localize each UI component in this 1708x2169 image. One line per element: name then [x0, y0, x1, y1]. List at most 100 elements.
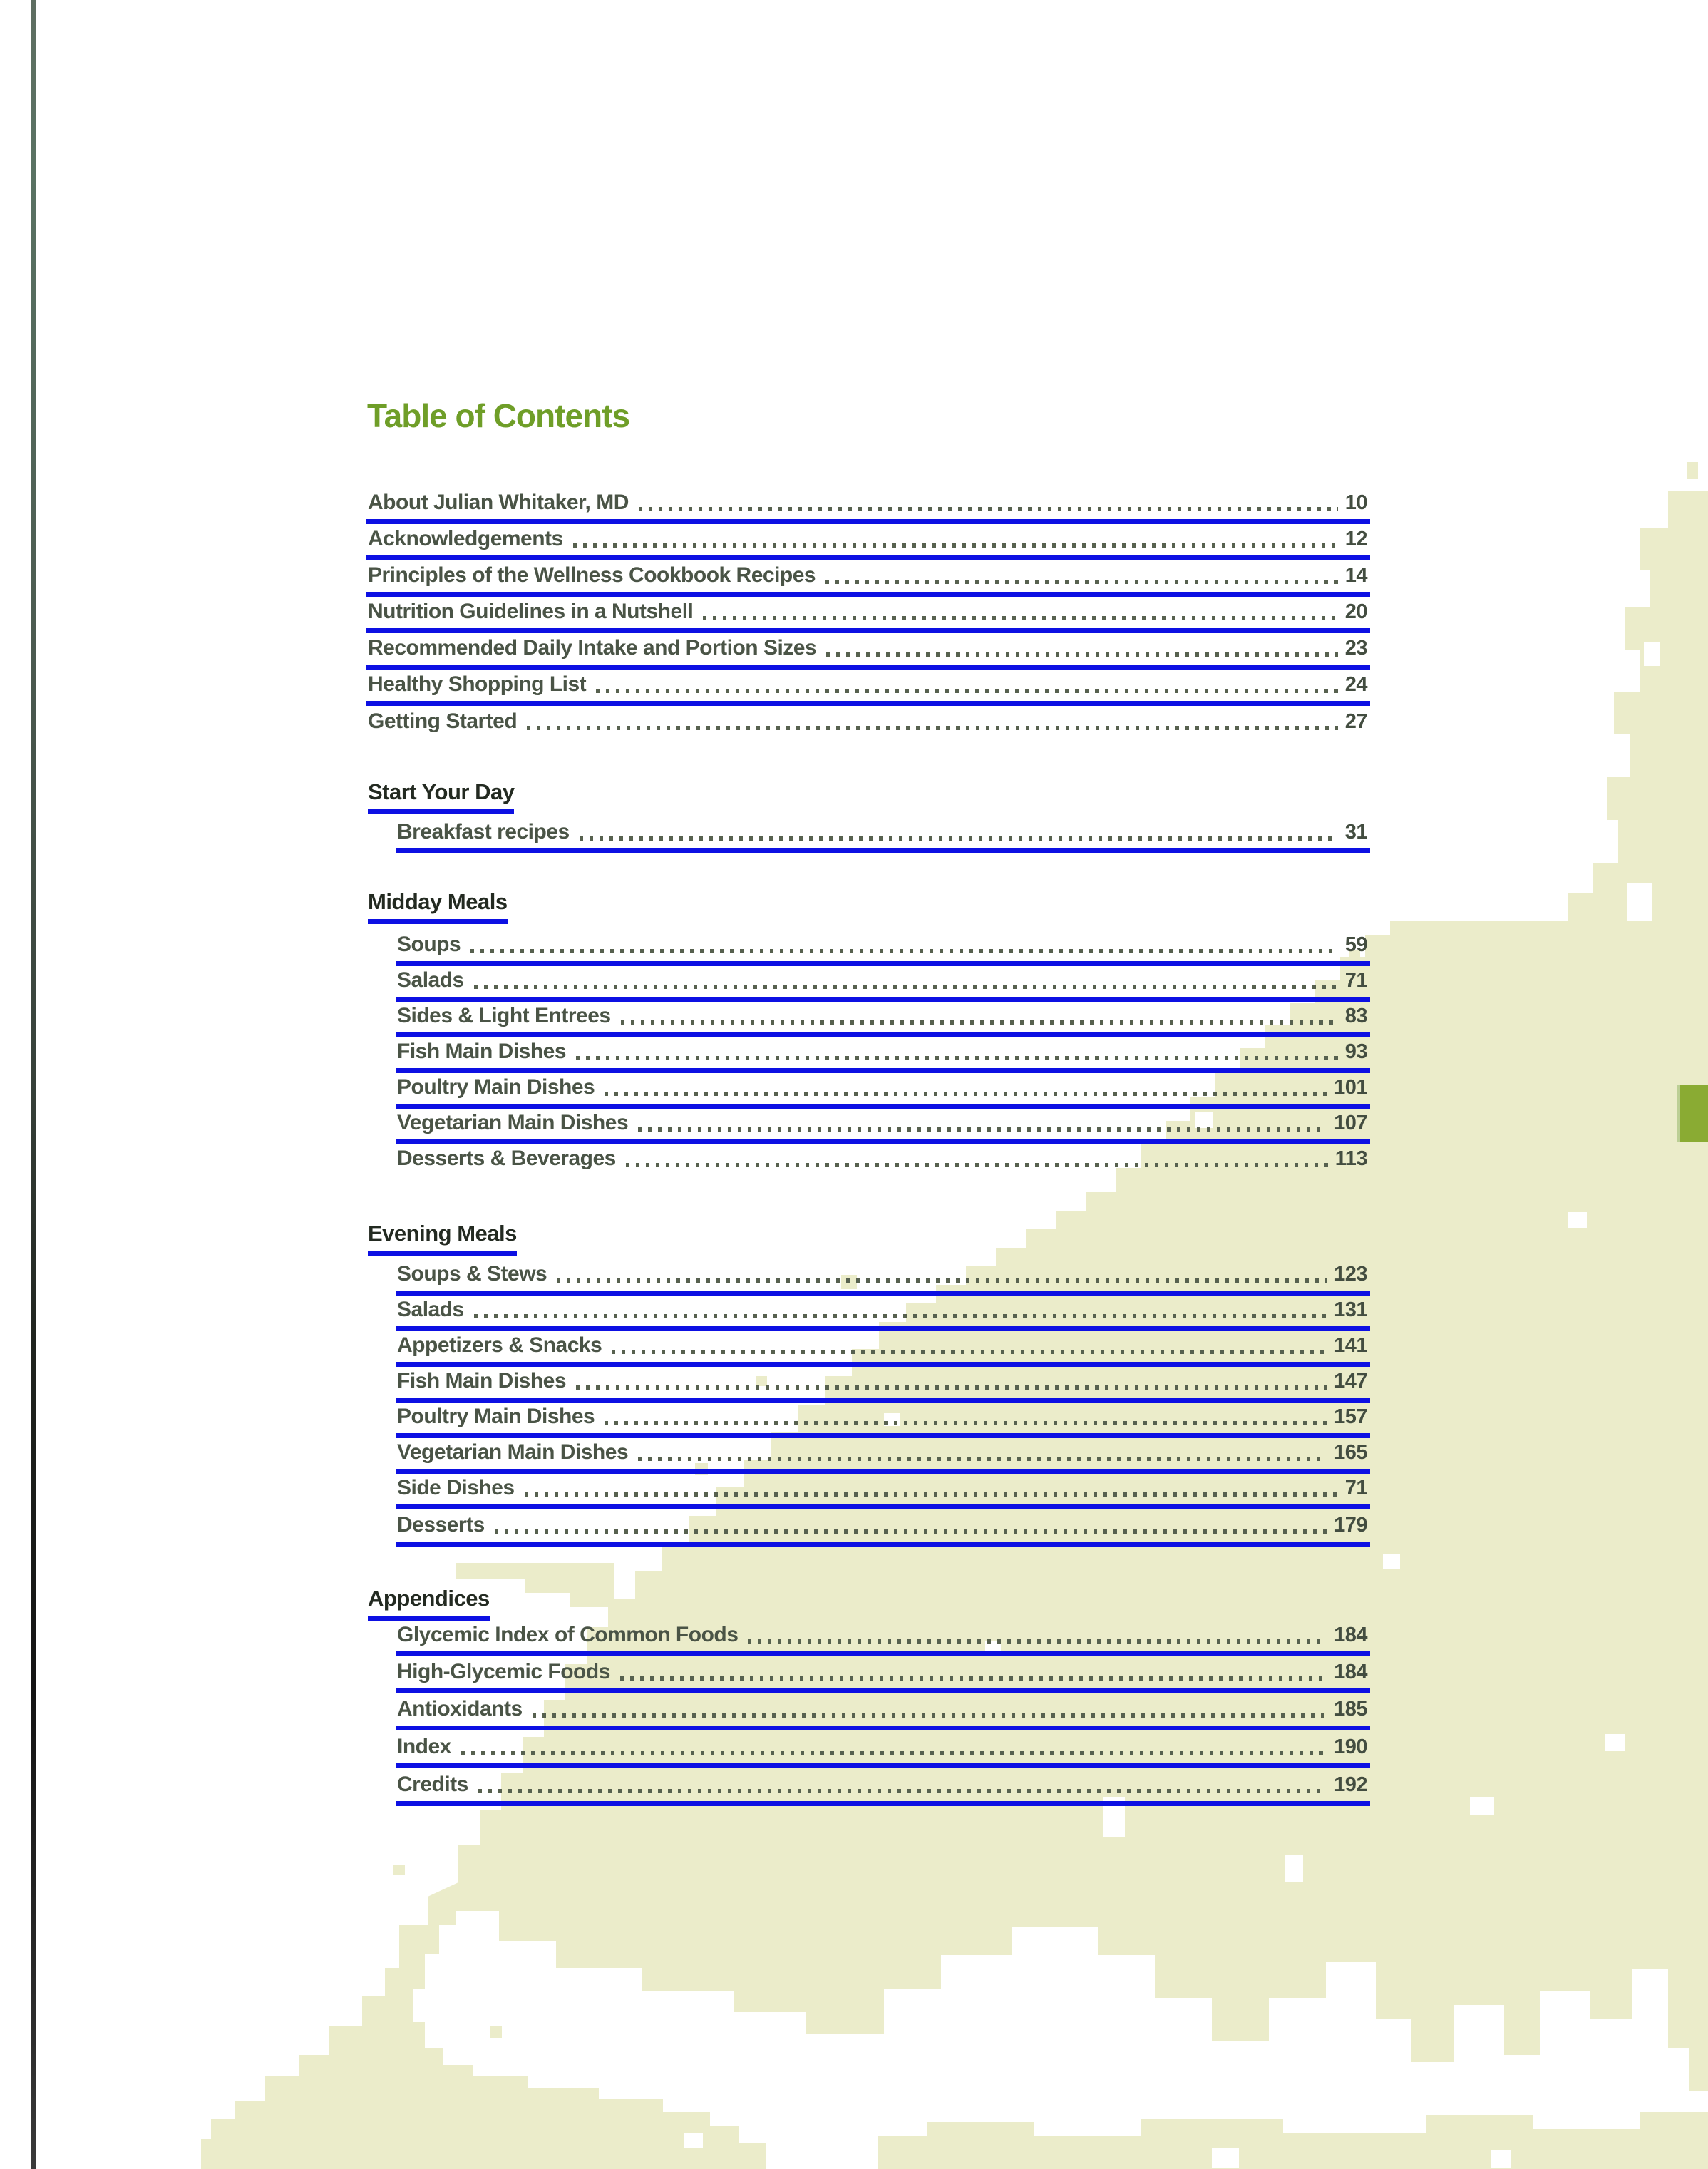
dotted-leader — [826, 652, 1338, 657]
toc-row-midday-soups[interactable]: Soups 59 — [396, 933, 1370, 966]
dotted-leader — [748, 1639, 1327, 1644]
dotted-leader — [596, 689, 1338, 693]
dotted-leader — [494, 1529, 1327, 1534]
toc-row-midday-salads[interactable]: Salads 71 — [396, 968, 1370, 1002]
dotted-leader — [473, 985, 1338, 989]
toc-row-glycemic-index[interactable]: Glycemic Index of Common Foods 184 — [396, 1623, 1370, 1656]
toc-row-soups-stews[interactable]: Soups & Stews 123 — [396, 1262, 1370, 1296]
section-heading-start-your-day[interactable]: Start Your Day — [368, 779, 515, 814]
toc-row-evening-fish-main-dishes[interactable]: Fish Main Dishes 147 — [396, 1369, 1370, 1403]
dotted-leader — [605, 1421, 1327, 1425]
dotted-leader — [478, 1789, 1327, 1793]
dotted-leader — [638, 1127, 1327, 1132]
toc-entry-label: Vegetarian Main Dishes — [397, 1111, 629, 1134]
toc-row-nutrition-guidelines[interactable]: Nutrition Guidelines in a Nutshell 20 — [366, 600, 1370, 633]
toc-row-evening-poultry-main-dishes[interactable]: Poultry Main Dishes 157 — [396, 1405, 1370, 1438]
dotted-leader — [605, 1092, 1327, 1096]
section-heading-appendices[interactable]: Appendices — [368, 1586, 490, 1621]
toc-page-number: 157 — [1334, 1405, 1367, 1428]
toc-page-number: 23 — [1344, 637, 1368, 660]
toc-entry-label: Soups — [397, 933, 461, 956]
toc-entry-label: Side Dishes — [397, 1476, 515, 1499]
toc-row-high-glycemic-foods[interactable]: High-Glycemic Foods 184 — [396, 1660, 1370, 1693]
toc-row-appetizers-snacks[interactable]: Appetizers & Snacks 141 — [396, 1333, 1370, 1367]
toc-row-antioxidants[interactable]: Antioxidants 185 — [396, 1697, 1370, 1730]
toc-entry-label: Index — [397, 1735, 451, 1758]
page-title: Table of Contents — [367, 397, 630, 434]
toc-entry-label: Salads — [397, 968, 464, 992]
toc-row-principles[interactable]: Principles of the Wellness Cookbook Reci… — [366, 563, 1370, 597]
dotted-leader — [579, 836, 1338, 841]
toc-page-number: 141 — [1334, 1334, 1367, 1357]
toc-row-about-julian-whitaker[interactable]: About Julian Whitaker, MD 10 — [366, 491, 1370, 524]
toc-page-number: 192 — [1334, 1773, 1367, 1796]
toc-entry-label: Fish Main Dishes — [397, 1040, 567, 1063]
toc-page-number: 12 — [1344, 528, 1368, 550]
toc-row-side-dishes[interactable]: Side Dishes 71 — [396, 1476, 1370, 1509]
toc-row-evening-salads[interactable]: Salads 131 — [396, 1298, 1370, 1331]
toc-entry-label: Poultry Main Dishes — [397, 1405, 595, 1428]
toc-page-number: 71 — [1344, 1477, 1368, 1499]
toc-page-number: 179 — [1334, 1514, 1367, 1537]
dotted-leader — [638, 1457, 1327, 1461]
toc-page-number: 24 — [1344, 673, 1368, 696]
toc-page-number: 107 — [1334, 1112, 1367, 1134]
toc-row-breakfast-recipes[interactable]: Breakfast recipes 31 — [396, 820, 1370, 853]
toc-row-sides-light-entrees[interactable]: Sides & Light Entrees 83 — [396, 1004, 1370, 1037]
dotted-leader — [703, 616, 1338, 620]
toc-page-number: 59 — [1344, 933, 1368, 956]
toc-row-midday-fish-main-dishes[interactable]: Fish Main Dishes 93 — [396, 1040, 1370, 1073]
toc-entry-label: Getting Started — [368, 709, 518, 733]
toc-page-number: 71 — [1344, 969, 1368, 992]
toc-row-midday-poultry-main-dishes[interactable]: Poultry Main Dishes 101 — [396, 1075, 1370, 1109]
toc-row-getting-started[interactable]: Getting Started 27 — [368, 709, 1368, 734]
toc-page-number: 190 — [1334, 1735, 1367, 1758]
toc-page-number: 123 — [1334, 1263, 1367, 1286]
section-heading-midday-meals[interactable]: Midday Meals — [368, 889, 508, 924]
page-scan-edge-line — [31, 0, 36, 2169]
dotted-leader — [524, 1492, 1338, 1497]
toc-row-acknowledgements[interactable]: Acknowledgements 12 — [366, 527, 1370, 560]
dotted-leader — [473, 1314, 1327, 1318]
dotted-leader — [638, 507, 1338, 511]
toc-entry-label: Breakfast recipes — [397, 820, 570, 844]
toc-page-number: 10 — [1344, 491, 1368, 514]
toc-row-midday-vegetarian-main-dishes[interactable]: Vegetarian Main Dishes 107 — [396, 1111, 1370, 1144]
toc-entry-label: Acknowledgements — [368, 527, 563, 550]
chapter-edge-tab — [1677, 1085, 1708, 1142]
toc-row-index[interactable]: Index 190 — [396, 1735, 1370, 1768]
toc-page-number: 131 — [1334, 1298, 1367, 1321]
toc-entry-label: Desserts & Beverages — [397, 1147, 616, 1170]
toc-page-number: 165 — [1334, 1441, 1367, 1464]
toc-row-credits[interactable]: Credits 192 — [396, 1773, 1370, 1806]
toc-page-number: 20 — [1344, 600, 1368, 623]
toc-entry-label: Glycemic Index of Common Foods — [397, 1623, 739, 1646]
toc-row-recommended-daily-intake[interactable]: Recommended Daily Intake and Portion Siz… — [366, 636, 1370, 670]
toc-entry-label: Salads — [397, 1298, 464, 1321]
toc-row-desserts-beverages[interactable]: Desserts & Beverages 113 — [397, 1147, 1368, 1171]
toc-entry-label: Healthy Shopping List — [368, 672, 587, 696]
toc-page-number: 113 — [1334, 1147, 1368, 1170]
toc-row-evening-vegetarian-main-dishes[interactable]: Vegetarian Main Dishes 165 — [396, 1440, 1370, 1474]
toc-entry-label: High-Glycemic Foods — [397, 1660, 610, 1683]
toc-entry-label: Nutrition Guidelines in a Nutshell — [368, 600, 694, 623]
toc-page-number: 93 — [1344, 1040, 1368, 1063]
toc-row-evening-desserts[interactable]: Desserts 179 — [396, 1513, 1370, 1547]
toc-entry-label: Antioxidants — [397, 1697, 523, 1721]
dotted-leader — [625, 1163, 1328, 1167]
dotted-leader — [461, 1751, 1327, 1755]
toc-page-number: 83 — [1344, 1005, 1368, 1027]
toc-page-number: 185 — [1334, 1698, 1367, 1721]
toc-entry-label: Principles of the Wellness Cookbook Reci… — [368, 563, 816, 587]
dotted-leader — [557, 1278, 1327, 1283]
toc-entry-label: Poultry Main Dishes — [397, 1075, 595, 1099]
toc-row-healthy-shopping-list[interactable]: Healthy Shopping List 24 — [366, 672, 1370, 706]
section-heading-evening-meals[interactable]: Evening Meals — [368, 1221, 517, 1256]
dotted-leader — [612, 1350, 1327, 1354]
toc-entry-label: Recommended Daily Intake and Portion Siz… — [368, 636, 817, 660]
map-wedge-fragment — [456, 1563, 614, 1607]
toc-page-number: 184 — [1334, 1624, 1367, 1646]
toc-entry-label: Appetizers & Snacks — [397, 1333, 602, 1357]
toc-entry-label: Vegetarian Main Dishes — [397, 1440, 629, 1464]
